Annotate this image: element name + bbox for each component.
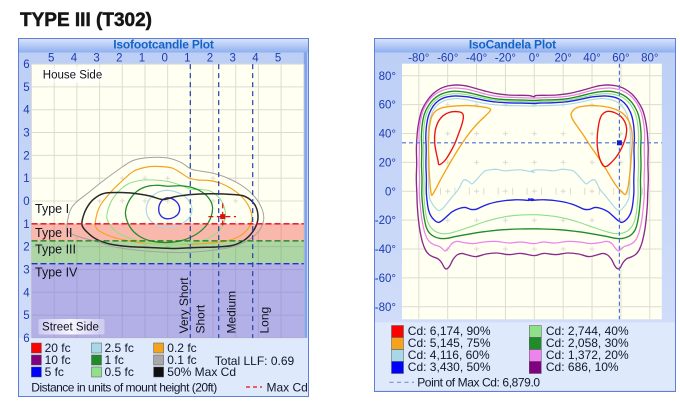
svg-text:2: 2 [23, 150, 29, 162]
svg-text:3: 3 [229, 53, 235, 65]
svg-text:0.2 fc: 0.2 fc [167, 341, 196, 355]
svg-text:5: 5 [23, 310, 29, 322]
svg-text:Type III: Type III [35, 243, 76, 257]
svg-text:Cd: 6,174, 90%: Cd: 6,174, 90% [408, 324, 491, 338]
svg-text:60°: 60° [612, 53, 629, 65]
svg-text:Cd: 2,058, 30%: Cd: 2,058, 30% [546, 336, 629, 350]
svg-text:Type II: Type II [35, 226, 73, 240]
svg-text:Cd: 3,430, 50%: Cd: 3,430, 50% [408, 360, 491, 374]
svg-text:Type IV: Type IV [35, 266, 78, 280]
svg-text:Cd: 5,145, 75%: Cd: 5,145, 75% [408, 336, 491, 350]
svg-text:0.1 fc: 0.1 fc [167, 353, 196, 367]
svg-text:50% Max Cd: 50% Max Cd [167, 365, 236, 379]
svg-text:1: 1 [23, 173, 29, 185]
svg-text:80°: 80° [379, 71, 396, 83]
svg-text:-40°: -40° [375, 244, 396, 256]
svg-text:Isofootcandle Plot: Isofootcandle Plot [113, 38, 214, 52]
svg-text:Short: Short [194, 304, 208, 333]
svg-text:6: 6 [23, 333, 29, 345]
svg-text:Cd: 1,372, 20%: Cd: 1,372, 20% [546, 348, 629, 362]
svg-text:IsoCandela Plot: IsoCandela Plot [469, 38, 556, 52]
svg-text:-80°: -80° [408, 53, 429, 65]
svg-text:-40°: -40° [466, 53, 487, 65]
svg-text:40°: 40° [583, 53, 600, 65]
svg-text:5: 5 [23, 82, 29, 94]
svg-text:1: 1 [23, 219, 29, 231]
svg-text:5: 5 [48, 53, 54, 65]
svg-text:6: 6 [23, 59, 29, 71]
svg-text:-60°: -60° [437, 53, 458, 65]
svg-text:80°: 80° [641, 53, 658, 65]
svg-text:0: 0 [23, 196, 29, 208]
svg-text:1: 1 [139, 53, 145, 65]
svg-text:2.5 fc: 2.5 fc [105, 341, 134, 355]
svg-text:Max Cd: Max Cd [267, 381, 308, 395]
svg-text:0°: 0° [529, 53, 540, 65]
svg-text:3: 3 [93, 53, 99, 65]
svg-text:3: 3 [23, 128, 29, 140]
svg-text:-20°: -20° [495, 53, 516, 65]
svg-text:1: 1 [184, 53, 190, 65]
svg-text:Long: Long [258, 307, 272, 334]
svg-text:5: 5 [275, 53, 281, 65]
svg-text:0.5 fc: 0.5 fc [105, 365, 134, 379]
svg-text:Total LLF: 0.69: Total LLF: 0.69 [215, 354, 295, 368]
svg-text:4: 4 [252, 53, 259, 65]
svg-text:60°: 60° [379, 100, 396, 112]
svg-text:40°: 40° [379, 129, 396, 141]
svg-text:20 fc: 20 fc [45, 341, 71, 355]
svg-text:House Side: House Side [43, 70, 102, 82]
svg-text:Cd: 686, 10%: Cd: 686, 10% [546, 360, 619, 374]
svg-text:4: 4 [23, 287, 30, 299]
svg-text:3: 3 [23, 264, 29, 276]
svg-text:0: 0 [161, 53, 167, 65]
svg-text:2: 2 [116, 53, 122, 65]
svg-text:2: 2 [207, 53, 213, 65]
svg-text:5 fc: 5 fc [45, 365, 64, 379]
svg-text:Point of Max Cd: 6,879.0: Point of Max Cd: 6,879.0 [417, 376, 540, 390]
svg-text:-60°: -60° [375, 273, 396, 285]
svg-text:20°: 20° [379, 157, 396, 169]
svg-text:1 fc: 1 fc [105, 353, 124, 367]
svg-text:Street Side: Street Side [42, 322, 99, 334]
svg-text:-20°: -20° [375, 215, 396, 227]
svg-text:10 fc: 10 fc [45, 353, 71, 367]
svg-text:Distance in units of mount hei: Distance in units of mount height (20ft) [31, 381, 217, 395]
svg-text:Cd: 2,744, 40%: Cd: 2,744, 40% [546, 324, 629, 338]
svg-text:-80°: -80° [375, 302, 396, 314]
svg-text:Medium: Medium [225, 291, 239, 334]
svg-text:4: 4 [23, 105, 30, 117]
svg-text:20°: 20° [555, 53, 572, 65]
svg-text:Cd: 4,116, 60%: Cd: 4,116, 60% [408, 348, 490, 362]
svg-text:4: 4 [71, 53, 78, 65]
svg-text:0°: 0° [385, 186, 396, 198]
svg-text:Very Short: Very Short [177, 277, 191, 334]
svg-text:2: 2 [23, 242, 29, 254]
svg-text:Type I: Type I [35, 202, 69, 216]
